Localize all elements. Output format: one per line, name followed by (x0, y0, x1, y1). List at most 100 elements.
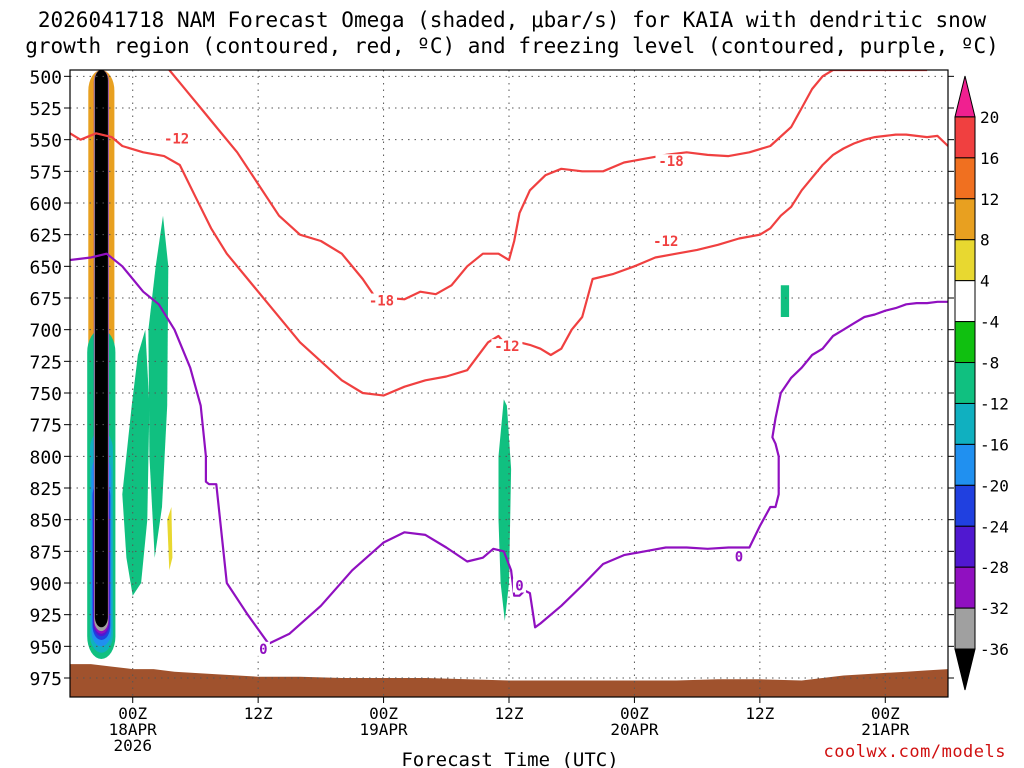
colorbar-bin-10 (954, 484, 976, 527)
y-tick-label-500: 500 (29, 67, 62, 88)
colorbar-bin-1 (954, 116, 976, 159)
omega-region-17 (498, 399, 512, 621)
y-tick-label-800: 800 (29, 447, 62, 468)
x-tick-label-30-0: 00Z (369, 704, 398, 723)
contour-label-1: -12 (164, 131, 189, 147)
colorbar-label-10: -24 (980, 517, 1009, 536)
contour-label-bg-5 (650, 234, 682, 248)
contour-label-bg-2 (365, 293, 397, 308)
x-tick-label-6-2: 2026 (113, 736, 152, 755)
omega-region-11 (293, 70, 339, 317)
y-tick-label-775: 775 (29, 416, 62, 437)
y-tick-label-625: 625 (29, 226, 62, 247)
contour-label-8: 0 (735, 549, 743, 565)
colorbar-bin-11 (954, 525, 976, 568)
contour-label-7: 0 (515, 579, 523, 595)
contours: -12 -18 -12 -18 -12 0 0 0 (70, 70, 948, 658)
omega-region-5 (135, 70, 150, 305)
colorbar-bin-6 (954, 321, 976, 364)
contour-label-bg-4 (655, 154, 687, 169)
x-tick-label-78-0: 00Z (871, 704, 900, 723)
contour-label-bg-1 (161, 131, 193, 146)
colorbar-bin-4 (954, 239, 976, 282)
y-tick-label-650: 650 (29, 257, 62, 278)
colorbar-label-1: 16 (980, 149, 999, 168)
omega-region-14 (552, 386, 574, 507)
omega-region-10 (251, 70, 290, 431)
x-tick-label-54-1: 20APR (610, 720, 659, 739)
colorbar-bin-13 (954, 607, 976, 650)
contour-label-bg-8 (732, 549, 746, 564)
x-tick-label-54-0: 00Z (620, 704, 649, 723)
contour-line-3 (70, 252, 948, 645)
colorbar-label-9: -20 (980, 476, 1009, 495)
contour-label-3: -12 (494, 339, 519, 355)
colorbar-bottom-triangle (954, 648, 976, 691)
colorbar-label-3: 8 (980, 231, 990, 250)
omega-region-2 (122, 329, 150, 596)
x-tick-label-42-0: 12Z (495, 704, 524, 723)
contour-line-2 (168, 70, 928, 303)
y-tick-label-575: 575 (29, 162, 62, 183)
y-tick-label-750: 750 (29, 384, 62, 405)
x-tick-label-18-0: 12Z (244, 704, 273, 723)
y-tick-label-850: 850 (29, 511, 62, 532)
grid (70, 70, 948, 697)
colorbar-label-6: -8 (980, 354, 999, 373)
y-tick-label-600: 600 (29, 194, 62, 215)
colorbar-bin-2 (954, 157, 976, 200)
y-tick-label-550: 550 (29, 131, 62, 152)
colorbar-bin-9 (954, 443, 976, 486)
contour-label-bg-3 (491, 339, 523, 354)
contour-label-6: 0 (259, 642, 267, 658)
updraft-band-10 (94, 70, 108, 628)
colorbar-label-4: 4 (980, 272, 990, 291)
chart-title-line-1: 2026041718 NAM Forecast Omega (shaded, μ… (37, 8, 987, 32)
axes: 500 525 550 575 600 625 650 675 700 725 750 775 800 8… (29, 67, 954, 755)
y-tick-label-925: 925 (29, 606, 62, 627)
contour-label-bg-7 (512, 578, 526, 593)
x-tick-label-78-1: 21APR (861, 720, 910, 739)
site-credit: coolwx.com/models (823, 742, 1006, 762)
chart-title-line-2: growth region (contoured, red, ºC) and f… (25, 34, 999, 58)
x-tick-label-66-0: 12Z (745, 704, 774, 723)
y-tick-label-700: 700 (29, 321, 62, 342)
contour-label-bg-6 (256, 641, 270, 656)
y-tick-label-825: 825 (29, 479, 62, 500)
y-tick-label-900: 900 (29, 574, 62, 595)
colorbar-label-2: 12 (980, 190, 999, 209)
x-axis-label: Forecast Time (UTC) (401, 749, 618, 768)
x-tick-label-6-1: 18APR (109, 720, 158, 739)
colorbar-label-5: -4 (980, 313, 999, 332)
colorbar-label-11: -28 (980, 558, 1009, 577)
colorbar-label-13: -36 (980, 640, 1009, 659)
colorbar-bin-7 (954, 362, 976, 404)
y-tick-label-950: 950 (29, 637, 62, 658)
x-tick-label-6-0: 00Z (118, 704, 147, 723)
omega-region-8 (167, 507, 173, 571)
colorbar-bin-12 (954, 566, 976, 609)
colorbar-bin-8 (954, 402, 976, 445)
y-tick-label-675: 675 (29, 289, 62, 310)
omega-region-12 (474, 76, 493, 558)
ground-surface (70, 664, 948, 697)
y-tick-label-725: 725 (29, 352, 62, 373)
contour-label-5: -12 (653, 234, 678, 250)
omega-region-13 (470, 215, 479, 355)
contour-label-2: -18 (369, 294, 394, 310)
colorbar-label-12: -32 (980, 599, 1009, 618)
colorbar-top-triangle (954, 75, 976, 118)
colorbar-bin-3 (954, 198, 976, 241)
y-tick-label-975: 975 (29, 669, 62, 690)
colorbar-bin-5 (954, 280, 976, 323)
contour-label-4: -18 (658, 154, 683, 170)
y-tick-label-875: 875 (29, 542, 62, 563)
colorbar-label-0: 20 (980, 108, 999, 127)
y-tick-label-525: 525 (29, 99, 62, 120)
omega-region-9 (210, 190, 219, 317)
contour-line-1 (70, 132, 948, 397)
x-tick-label-30-1: 19APR (359, 720, 408, 739)
colorbar: 20 16 12 8 4 -4 -8 -12 -16 -20 -24 -28 -32 -36 (954, 75, 1009, 691)
colorbar-label-8: -16 (980, 435, 1009, 454)
